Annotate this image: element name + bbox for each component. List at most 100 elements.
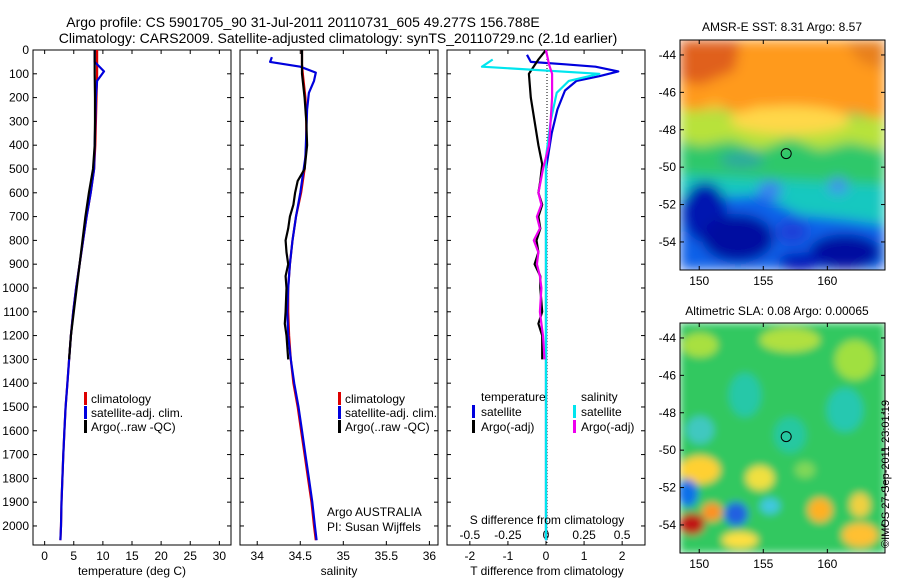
depth-tick-label: 1200 bbox=[2, 329, 29, 343]
salinity-x-label: salinity bbox=[321, 564, 358, 578]
series-line-salinity-argo-adj- bbox=[532, 50, 554, 360]
salinity-legend: climatology satellite-adj. clim. Argo(..… bbox=[338, 392, 437, 434]
x-tick-label: 36 bbox=[423, 549, 437, 563]
x-tick-label: 34 bbox=[251, 549, 265, 563]
depth-tick-label: 1800 bbox=[2, 471, 29, 485]
top-tick-label: 0.25 bbox=[572, 528, 596, 542]
legend-label-sal-satellite: satellite bbox=[581, 405, 622, 419]
salinity-axes-box bbox=[239, 49, 439, 546]
x-tick-label: 1 bbox=[581, 549, 588, 563]
lat-tick-label: -50 bbox=[659, 160, 677, 174]
difference-x-label-top: S difference from climatology bbox=[470, 513, 625, 527]
legend-label-satellite: satellite-adj. clim. bbox=[345, 406, 437, 420]
x-tick-label: 2 bbox=[619, 549, 626, 563]
x-tick-label: 35 bbox=[337, 549, 351, 563]
top-tick-label: 0.5 bbox=[614, 528, 631, 542]
depth-tick-label: 900 bbox=[9, 257, 29, 271]
x-tick-label: 10 bbox=[96, 549, 110, 563]
legend-label-sal-argo: Argo(-adj) bbox=[581, 420, 634, 434]
x-tick-label: 25 bbox=[184, 549, 198, 563]
lat-tick-label: -48 bbox=[659, 123, 677, 137]
lon-tick-label: 155 bbox=[753, 557, 773, 571]
imos-timestamp-label: ©IMOS 27-Sep-2011 23:01:19 bbox=[880, 400, 892, 548]
lat-tick-label: -54 bbox=[659, 235, 677, 249]
legend-swatch-sal-satellite bbox=[573, 405, 576, 418]
sst-map-frame bbox=[679, 39, 886, 271]
pi-annotation: PI: Susan Wijffels bbox=[327, 520, 421, 534]
x-tick-label: 30 bbox=[213, 549, 227, 563]
depth-tick-label: 1900 bbox=[2, 495, 29, 509]
depth-tick-label: 800 bbox=[9, 233, 29, 247]
argo-float-marker bbox=[780, 431, 792, 443]
lat-tick-label: -46 bbox=[659, 368, 677, 382]
difference-legend: temperature satellite Argo(-adj) salinit… bbox=[472, 390, 634, 434]
depth-tick-label: 1500 bbox=[2, 400, 29, 414]
temperature-x-label: temperature (deg C) bbox=[78, 564, 186, 578]
legend-swatch-satellite bbox=[338, 406, 341, 419]
temperature-x-axis: 0 5 10 15 20 25 30 bbox=[41, 50, 226, 563]
lon-tick-label: 160 bbox=[817, 557, 837, 571]
depth-tick-label: 0 bbox=[22, 43, 29, 57]
depth-tick-label: 300 bbox=[9, 114, 29, 128]
legend-label-argo: Argo(..raw -QC) bbox=[91, 420, 176, 434]
top-tick-label: -0.25 bbox=[494, 528, 522, 542]
temperature-lines bbox=[59, 50, 106, 541]
legend-swatch-temp-satellite bbox=[472, 405, 475, 418]
legend-swatch-satellite bbox=[84, 406, 87, 419]
lat-tick-label: -52 bbox=[659, 481, 677, 495]
sla-map-field bbox=[680, 323, 885, 553]
legend-swatch-climatology bbox=[338, 392, 341, 405]
depth-tick-label: 1100 bbox=[3, 305, 29, 319]
x-tick-label: 5 bbox=[70, 549, 77, 563]
x-tick-label: -2 bbox=[465, 549, 476, 563]
legend-swatch-argo bbox=[338, 420, 341, 433]
argo-float-marker bbox=[780, 148, 792, 160]
lon-tick-label: 150 bbox=[689, 557, 709, 571]
lon-tick-label: 150 bbox=[689, 274, 709, 288]
top-tick-label: -0.5 bbox=[460, 528, 481, 542]
lat-tick-label: -54 bbox=[659, 518, 677, 532]
depth-tick-label: 2000 bbox=[2, 519, 29, 533]
sla-map-axes: 150 155 160 -44 -46 -48 -50 -52 -54 bbox=[659, 323, 885, 571]
depth-tick-label: 100 bbox=[9, 67, 29, 81]
salinity-panel: 34 34.5 35 35.5 36 salinity climatology sate… bbox=[239, 49, 439, 578]
legend-swatch-sal-argo bbox=[573, 420, 576, 433]
depth-tick-label: 500 bbox=[9, 162, 29, 176]
sst-map-title: AMSR-E SST: 8.31 Argo: 8.57 bbox=[702, 20, 862, 34]
x-tick-label: -1 bbox=[503, 549, 514, 563]
series-line-temperature-satellite bbox=[526, 54, 620, 541]
salinity-depth-tickmarks bbox=[240, 49, 438, 527]
lat-tick-label: -48 bbox=[659, 406, 677, 420]
depth-tick-label: 1400 bbox=[2, 376, 29, 390]
x-tick-label: 0 bbox=[543, 549, 550, 563]
x-tick-label: 35.5 bbox=[375, 549, 399, 563]
legend-label-temp-satellite: satellite bbox=[481, 405, 522, 419]
sst-map-field bbox=[680, 40, 885, 270]
legend-heading-salinity: salinity bbox=[581, 390, 618, 404]
depth-tick-label: 1000 bbox=[2, 281, 29, 295]
argo-australia-annotation: Argo AUSTRALIA bbox=[327, 505, 422, 519]
lat-tick-label: -44 bbox=[659, 331, 677, 345]
legend-swatch-temp-argo bbox=[472, 420, 475, 433]
legend-label-satellite: satellite-adj. clim. bbox=[91, 406, 183, 420]
series-line-argo-raw-qc- bbox=[283, 50, 309, 360]
depth-tick-label: 400 bbox=[9, 138, 29, 152]
temperature-axes-box bbox=[32, 49, 232, 546]
difference-lines bbox=[480, 50, 620, 541]
x-tick-label: 20 bbox=[154, 549, 168, 563]
temperature-panel: 0100200300400500600700800900100011001200… bbox=[2, 43, 232, 578]
legend-swatch-argo bbox=[84, 420, 87, 433]
depth-tick-label: 200 bbox=[9, 91, 29, 105]
x-tick-label: 15 bbox=[125, 549, 139, 563]
salinity-lines bbox=[269, 50, 318, 541]
depth-tick-label: 1300 bbox=[2, 352, 29, 366]
sla-map-panel: Altimetric SLA: 0.08 Argo: 0.00065 bbox=[659, 304, 886, 571]
x-tick-label: 0 bbox=[41, 549, 48, 563]
lat-tick-label: -46 bbox=[659, 85, 677, 99]
series-line-argo-raw-qc- bbox=[68, 50, 97, 360]
depth-tick-label: 1600 bbox=[2, 424, 29, 438]
sla-map-frame bbox=[679, 322, 886, 554]
legend-label-climatology: climatology bbox=[345, 392, 405, 406]
chart-title-line1: Argo profile: CS 5901705_90 31-Jul-2011 … bbox=[66, 14, 540, 30]
